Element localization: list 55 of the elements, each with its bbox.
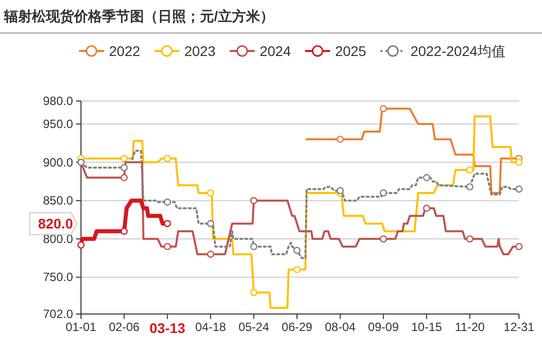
point [515, 158, 523, 166]
point [164, 242, 171, 250]
y-tick-label: 800.0 [42, 232, 74, 246]
y-tick-label: 900.0 [42, 155, 74, 170]
point [250, 242, 258, 250]
point [515, 186, 523, 193]
point [466, 166, 474, 174]
x-tick-label: 01-01 [66, 320, 97, 334]
text: 820.0 [38, 216, 74, 232]
x-tick-label: 09-09 [368, 320, 400, 334]
point [466, 235, 474, 243]
point [515, 242, 523, 250]
point [423, 204, 430, 212]
point [164, 154, 171, 162]
x-tick-label: 12-31 [504, 320, 535, 334]
x-tick-label: 10-15 [411, 320, 442, 334]
point [423, 174, 430, 182]
point [120, 154, 128, 162]
point [164, 220, 171, 228]
y-tick-label: 980.0 [42, 94, 74, 108]
point [250, 288, 258, 296]
y-tick-label: 850.0 [42, 194, 74, 208]
point [336, 187, 344, 194]
y-tick-label: 702.0 [42, 307, 74, 321]
point [120, 228, 128, 235]
point [293, 266, 301, 274]
x-tick-label: 04-18 [195, 320, 226, 334]
point [336, 136, 344, 143]
text: 03-13 [149, 320, 186, 336]
point [207, 189, 214, 197]
x-tick-label: 02-06 [108, 320, 140, 334]
point [380, 189, 387, 197]
y-tick-label: 750.0 [42, 270, 74, 284]
x-tick-label: 05-24 [238, 320, 270, 334]
legend-label: 2022 [109, 43, 140, 59]
point [380, 235, 387, 243]
point [380, 105, 387, 112]
x-tick-label: 08-04 [324, 320, 356, 334]
point [77, 241, 85, 249]
point [120, 164, 128, 172]
y-tick-label: 950.0 [42, 116, 74, 131]
x-tick-label: 06-29 [282, 320, 313, 334]
legend-label: 2023 [184, 43, 216, 59]
point [250, 197, 258, 204]
point [466, 183, 474, 190]
legend-label: 2024 [260, 43, 292, 59]
point [164, 198, 171, 206]
chart-title: 辐射松现货价格季节图（日照；元/立方米） [3, 8, 274, 24]
point [207, 250, 214, 258]
point [207, 220, 214, 228]
point [293, 246, 301, 254]
legend-label: 2022-2024均值 [410, 43, 506, 59]
point [120, 174, 128, 182]
legend-label: 2025 [335, 43, 366, 59]
x-tick-label: 11-20 [454, 320, 486, 334]
